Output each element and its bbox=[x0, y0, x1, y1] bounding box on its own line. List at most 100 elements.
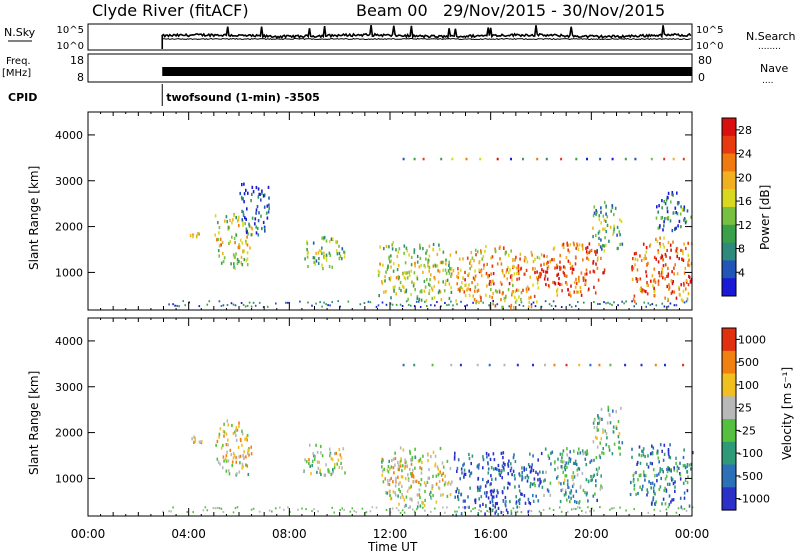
echo-pixel bbox=[619, 233, 621, 237]
echo-pixel bbox=[573, 482, 575, 486]
colorbar-swatch bbox=[722, 328, 736, 352]
echo-pixel bbox=[527, 463, 530, 467]
echo-pixel bbox=[557, 466, 559, 470]
echo-pixel bbox=[385, 270, 387, 274]
echo-pixel bbox=[472, 276, 475, 280]
echo-pixel bbox=[503, 468, 505, 472]
echo-pixel bbox=[228, 241, 230, 246]
colorbar-swatch bbox=[722, 135, 736, 155]
ground-echo-pixel bbox=[579, 506, 581, 509]
echo-pixel bbox=[340, 461, 342, 465]
colorbar-tick-label: 4 bbox=[738, 266, 745, 279]
echo-pixel bbox=[518, 499, 520, 503]
sky-label: N.Sky bbox=[4, 26, 36, 39]
echo-pixel bbox=[659, 236, 661, 240]
echo-pixel bbox=[498, 246, 501, 250]
echo-pixel bbox=[602, 271, 604, 275]
echo-pixel bbox=[665, 198, 668, 202]
echo-pixel bbox=[514, 300, 517, 304]
echo-pixel bbox=[388, 257, 390, 261]
echo-pixel bbox=[641, 290, 643, 294]
echo-pixel bbox=[486, 455, 488, 459]
echo-pixel bbox=[455, 513, 458, 517]
ground-echo-pixel bbox=[472, 507, 474, 510]
echo-pixel bbox=[554, 282, 557, 286]
echo-pixel bbox=[432, 247, 434, 251]
ground-echo-pixel bbox=[234, 507, 237, 510]
echo-pixel bbox=[585, 272, 588, 276]
ground-echo-pixel bbox=[186, 511, 188, 513]
ground-echo-pixel bbox=[677, 507, 680, 510]
echo-pixel bbox=[652, 498, 654, 502]
echo-pixel bbox=[481, 257, 483, 261]
echo-pixel bbox=[246, 251, 249, 255]
echo-pixel bbox=[413, 250, 416, 255]
echo-pixel bbox=[593, 270, 596, 274]
ground-echo-pixel bbox=[647, 511, 650, 514]
echo-pixel bbox=[633, 294, 636, 298]
echo-pixel bbox=[469, 486, 471, 490]
streak-echo-pixel bbox=[476, 363, 479, 367]
echo-pixel bbox=[223, 256, 226, 260]
echo-pixel bbox=[532, 454, 534, 458]
ground-echo-pixel bbox=[301, 507, 303, 510]
echo-pixel bbox=[245, 437, 248, 441]
echo-pixel bbox=[402, 448, 405, 452]
echo-pixel bbox=[429, 278, 431, 282]
echo-pixel bbox=[553, 258, 555, 262]
echo-pixel bbox=[446, 278, 449, 282]
echo-pixel bbox=[411, 498, 413, 502]
colorbar-tick-label: -1000 bbox=[738, 493, 770, 506]
echo-pixel bbox=[600, 474, 602, 478]
echo-pixel bbox=[198, 232, 200, 236]
echo-pixel bbox=[595, 252, 597, 256]
ground-echo-pixel bbox=[663, 305, 666, 308]
echo-pixel bbox=[254, 222, 256, 226]
streak-echo-pixel bbox=[503, 363, 506, 367]
echo-pixel bbox=[257, 233, 260, 237]
echo-pixel bbox=[383, 290, 385, 294]
echo-pixel bbox=[247, 472, 250, 477]
echo-pixel bbox=[501, 269, 504, 273]
echo-pixel bbox=[662, 228, 664, 232]
echo-pixel bbox=[592, 421, 595, 425]
freq-strip: Freq. [MHz] 18 8 80 0 Nave .... bbox=[2, 53, 788, 86]
echo-pixel bbox=[653, 255, 656, 259]
ground-echo-pixel bbox=[512, 507, 515, 510]
echo-pixel bbox=[460, 285, 462, 289]
echo-pixel bbox=[426, 452, 429, 456]
echo-pixel bbox=[221, 240, 224, 244]
echo-pixel bbox=[582, 488, 585, 492]
echo-pixel bbox=[665, 254, 667, 258]
ground-echo-pixel bbox=[643, 301, 645, 304]
echo-pixel bbox=[517, 288, 520, 292]
echo-pixel bbox=[643, 289, 646, 293]
echo-pixel bbox=[329, 453, 332, 457]
time-tick-label: 12:00 bbox=[373, 527, 408, 541]
echo-pixel bbox=[514, 459, 517, 464]
echo-pixel bbox=[255, 211, 257, 215]
echo-pixel bbox=[392, 466, 395, 470]
echo-pixel bbox=[498, 290, 501, 294]
echo-pixel bbox=[652, 468, 655, 472]
echo-pixel bbox=[598, 418, 601, 422]
echo-pixel bbox=[666, 216, 668, 220]
echo-pixel bbox=[662, 470, 664, 474]
echo-pixel bbox=[408, 273, 411, 277]
echo-pixel bbox=[435, 482, 438, 486]
echo-pixel bbox=[601, 244, 604, 248]
echo-pixel bbox=[392, 269, 395, 273]
echo-pixel bbox=[388, 490, 391, 494]
echo-pixel bbox=[189, 234, 192, 238]
echo-pixel bbox=[399, 464, 402, 468]
streak-echo-pixel bbox=[578, 363, 581, 367]
colorbar-frame bbox=[721, 327, 737, 511]
echo-pixel bbox=[409, 505, 411, 509]
echo-pixel bbox=[661, 502, 663, 506]
echo-pixel bbox=[687, 283, 690, 287]
echo-pixel bbox=[605, 212, 607, 216]
echo-pixel bbox=[197, 232, 199, 236]
echo-pixel bbox=[232, 451, 235, 456]
ground-echo-pixel bbox=[407, 303, 410, 306]
echo-pixel bbox=[245, 230, 248, 235]
